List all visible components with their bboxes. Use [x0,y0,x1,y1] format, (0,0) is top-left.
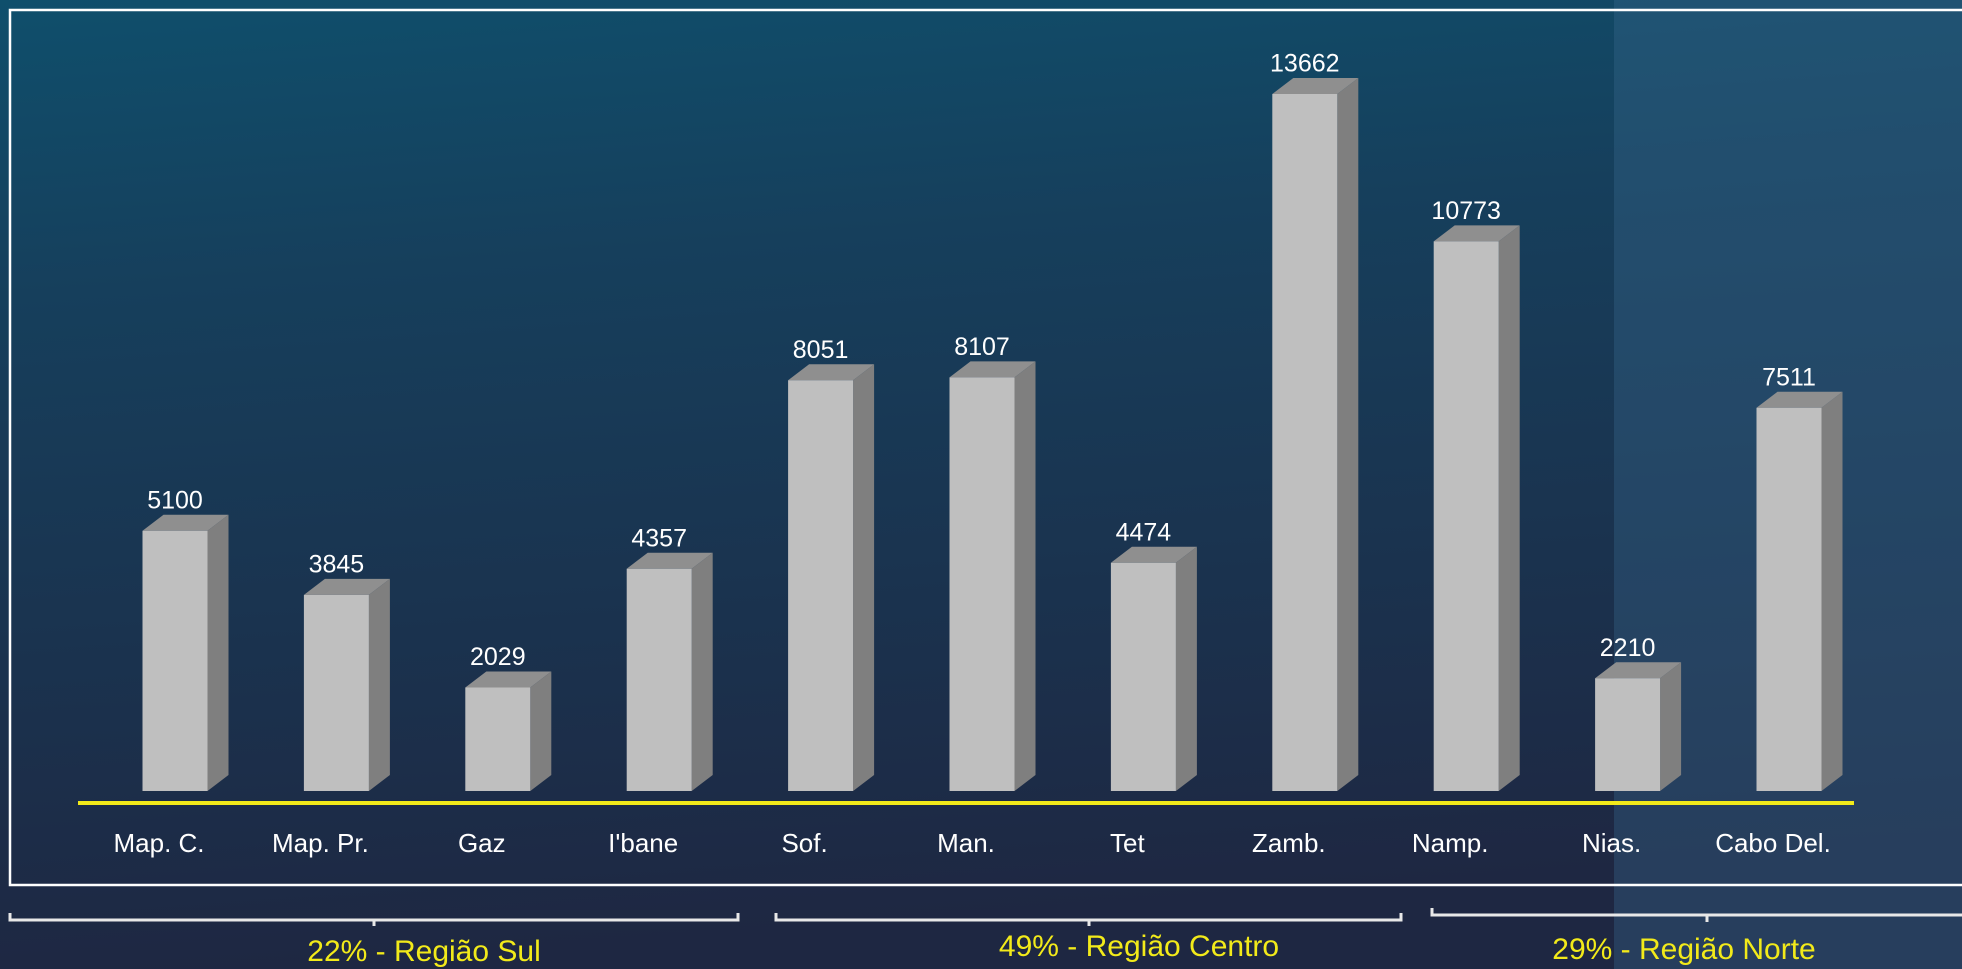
bar-side [368,578,390,791]
region-label: 49% - Região Centro [999,930,1279,963]
data-label: 2029 [470,643,526,671]
x-tick-label: Gaz [458,828,506,858]
bar [142,514,229,791]
region-label: 29% - Região Norte [1552,933,1815,966]
bar-side [1337,78,1359,791]
bar-front [1110,562,1176,791]
data-label: 3845 [309,550,365,578]
x-tick-label: Nias. [1582,828,1641,858]
data-label: 7511 [1762,363,1816,391]
bar-top [1595,662,1682,679]
data-label: 2210 [1600,634,1656,662]
bar [465,671,552,791]
x-tick-label: Map. C. [113,828,204,858]
data-label: 4474 [1116,518,1172,546]
bar-side [207,514,229,791]
data-label: 13662 [1270,50,1340,78]
bar-front [1756,407,1822,791]
bar [1272,78,1359,791]
x-tick-label: I'bane [608,828,678,858]
bar-side [691,552,713,791]
bar-top [142,514,229,531]
bar-side [530,671,552,791]
bar [1595,662,1682,791]
x-tick-label: Sof. [781,828,827,858]
bracket [774,913,1403,926]
x-tick-label: Man. [937,828,995,858]
bar-top [626,552,713,569]
frame [8,8,1962,887]
bar-front [303,594,369,791]
bracket [8,913,740,926]
bar [1110,546,1197,791]
data-label: 8107 [954,333,1010,361]
data-label: 10773 [1431,197,1501,225]
bar-side [1175,546,1197,791]
bracket [1430,908,1962,922]
bar [949,361,1036,791]
bar-top [949,361,1036,378]
bar-front [626,568,692,791]
x-tick-label: Namp. [1412,828,1489,858]
bar-front [1433,241,1499,791]
data-label: 8051 [793,336,849,364]
bar-front [788,380,854,791]
bar-side [1498,225,1520,791]
bar-side [853,364,875,791]
bar-front [1595,678,1661,791]
region-label: 22% - Região Sul [307,935,540,968]
x-tick-label: Tet [1110,828,1145,858]
bar-front [142,530,208,791]
x-tick-label: Map. Pr. [272,828,369,858]
bar-top [465,671,552,688]
bar [1756,391,1843,791]
bar [626,552,713,791]
bar-top [1272,78,1359,94]
data-label: 4357 [631,524,687,552]
bar-front [465,687,531,791]
bar-side [1660,662,1682,791]
data-label: 5100 [147,486,203,514]
bar-top [1433,225,1520,242]
bar-top [1110,546,1197,563]
bar-top [303,578,390,595]
bar-top [1756,391,1843,408]
bar-front [1272,94,1338,791]
bar [788,364,875,791]
bar-top [788,364,875,381]
bar [303,578,390,791]
bar-front [949,377,1015,791]
x-tick-label: Cabo Del. [1715,828,1831,858]
bar-side [1014,361,1036,791]
bar-side [1821,391,1843,791]
x-tick-label: Zamb. [1252,828,1326,858]
bar [1433,225,1520,791]
